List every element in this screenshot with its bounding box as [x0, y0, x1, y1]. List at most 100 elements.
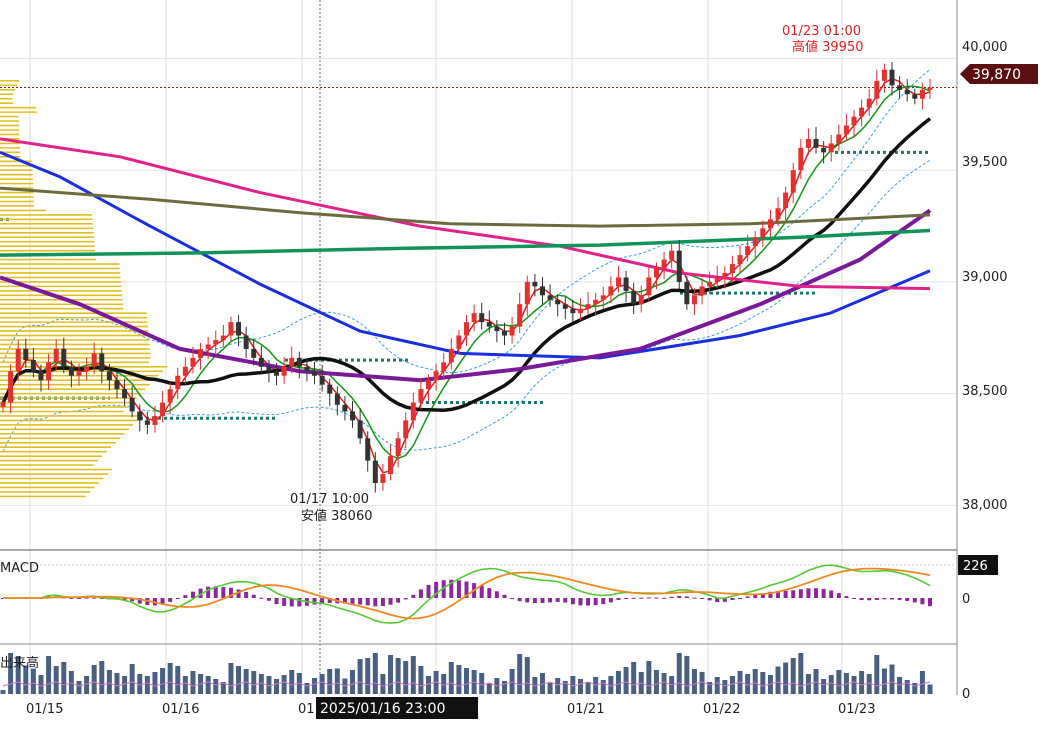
macd-histogram-bar: [905, 598, 910, 601]
volume-bar: [866, 674, 872, 694]
candle-body: [91, 353, 97, 367]
volume-bar: [129, 664, 135, 694]
volume-bar: [46, 656, 52, 694]
macd-histogram-bar: [411, 594, 416, 598]
y-tick-label: 38,000: [962, 498, 1008, 513]
candle-body: [631, 290, 637, 305]
volume-bar: [653, 670, 659, 694]
macd-histogram-bar: [396, 598, 401, 603]
volume-bar: [927, 684, 933, 694]
candle-body: [365, 438, 371, 461]
volume-bar: [752, 669, 758, 694]
macd-histogram-bar: [844, 596, 849, 598]
macd-histogram-bar: [882, 598, 887, 600]
volume-bar: [912, 683, 918, 694]
volume-bar: [23, 665, 29, 694]
volume-bar: [555, 678, 561, 694]
macd-histogram-bar: [251, 594, 256, 598]
macd-histogram-bar: [449, 579, 454, 598]
volume-bar: [517, 654, 523, 694]
y-tick-label: 39,000: [962, 270, 1008, 285]
macd-histogram-bar: [494, 591, 499, 598]
volume-bar: [889, 664, 895, 694]
candle-body: [836, 134, 842, 144]
candle-body: [798, 147, 804, 171]
x-tick-label: 01/21: [567, 702, 604, 717]
candle-body: [600, 295, 606, 300]
macd-histogram-bar: [768, 591, 773, 598]
candle-body: [684, 281, 690, 305]
candle-body: [745, 246, 751, 256]
volume-bar: [790, 658, 796, 694]
volume-bar: [608, 676, 614, 694]
candle-body: [866, 98, 872, 108]
macd-histogram-bar: [342, 598, 347, 604]
volume-bar: [84, 676, 90, 694]
candle-body: [266, 366, 272, 372]
volume-bar: [760, 672, 766, 694]
candle-body: [691, 295, 697, 305]
volume-bar: [456, 665, 462, 694]
candle-body: [160, 402, 166, 416]
macd-histogram-bar: [358, 598, 363, 605]
volume-bar: [182, 676, 188, 694]
macd-histogram-bar: [312, 598, 317, 605]
macd-signal-line: [3, 567, 931, 620]
macd-panel: [1, 564, 932, 624]
candle-body: [84, 366, 90, 372]
volume-bar: [160, 668, 166, 694]
candle-body: [327, 384, 333, 394]
candle-body: [638, 295, 644, 305]
volume-panel: [0, 653, 933, 694]
volume-bar: [334, 668, 340, 694]
candle-body: [859, 107, 865, 117]
candle-body: [532, 281, 538, 287]
macd-histogram-bar: [190, 591, 195, 598]
volume-bar: [213, 679, 219, 694]
volume-bar: [175, 666, 181, 694]
candle-body: [471, 313, 477, 323]
candle-body: [707, 281, 713, 287]
volume-bar: [0, 690, 6, 694]
macd-histogram-bar: [365, 598, 370, 606]
moving-average-line: [0, 208, 932, 383]
volume-bar: [615, 671, 621, 694]
volume-bar: [661, 673, 667, 694]
candle-body: [433, 371, 439, 381]
cursor-time-label: 2025/01/16 23:00: [320, 701, 446, 717]
macd-histogram-bar: [525, 598, 530, 603]
candle-body: [760, 228, 766, 238]
macd-histogram-bar: [274, 598, 279, 605]
macd-histogram-bar: [76, 598, 81, 599]
volume-bar: [821, 679, 827, 694]
current-price-label: 39,870: [972, 67, 1021, 83]
candle-body: [258, 357, 264, 367]
volume-bar: [357, 659, 363, 694]
macd-histogram-bar: [175, 598, 180, 599]
volume-bar: [312, 678, 318, 694]
candle-body: [539, 286, 545, 296]
volume-bar: [570, 676, 576, 694]
macd-histogram-bar: [122, 598, 127, 600]
volume-bar: [53, 666, 59, 694]
macd-histogram-bar: [441, 580, 446, 598]
macd-histogram-bar: [867, 598, 872, 601]
candle-body: [494, 326, 500, 332]
candle-body: [15, 348, 21, 372]
candle-body: [881, 69, 887, 81]
macd-histogram-bar: [373, 598, 378, 607]
moving-average-line: [0, 186, 931, 228]
candle-body: [23, 348, 29, 361]
macd-histogram-bar: [160, 598, 165, 605]
volume-bar: [631, 662, 637, 694]
candle-body: [897, 85, 903, 90]
candle-body: [175, 375, 181, 390]
volume-bar: [441, 674, 447, 694]
macd-histogram-bar: [418, 589, 423, 598]
macd-histogram-bar: [548, 598, 553, 603]
moving-average-line: [1, 117, 932, 413]
candle-body: [676, 250, 682, 282]
low-annotation-time: 01/17 10:00: [290, 492, 369, 507]
candle-body: [350, 411, 356, 421]
candle-body: [30, 360, 36, 372]
